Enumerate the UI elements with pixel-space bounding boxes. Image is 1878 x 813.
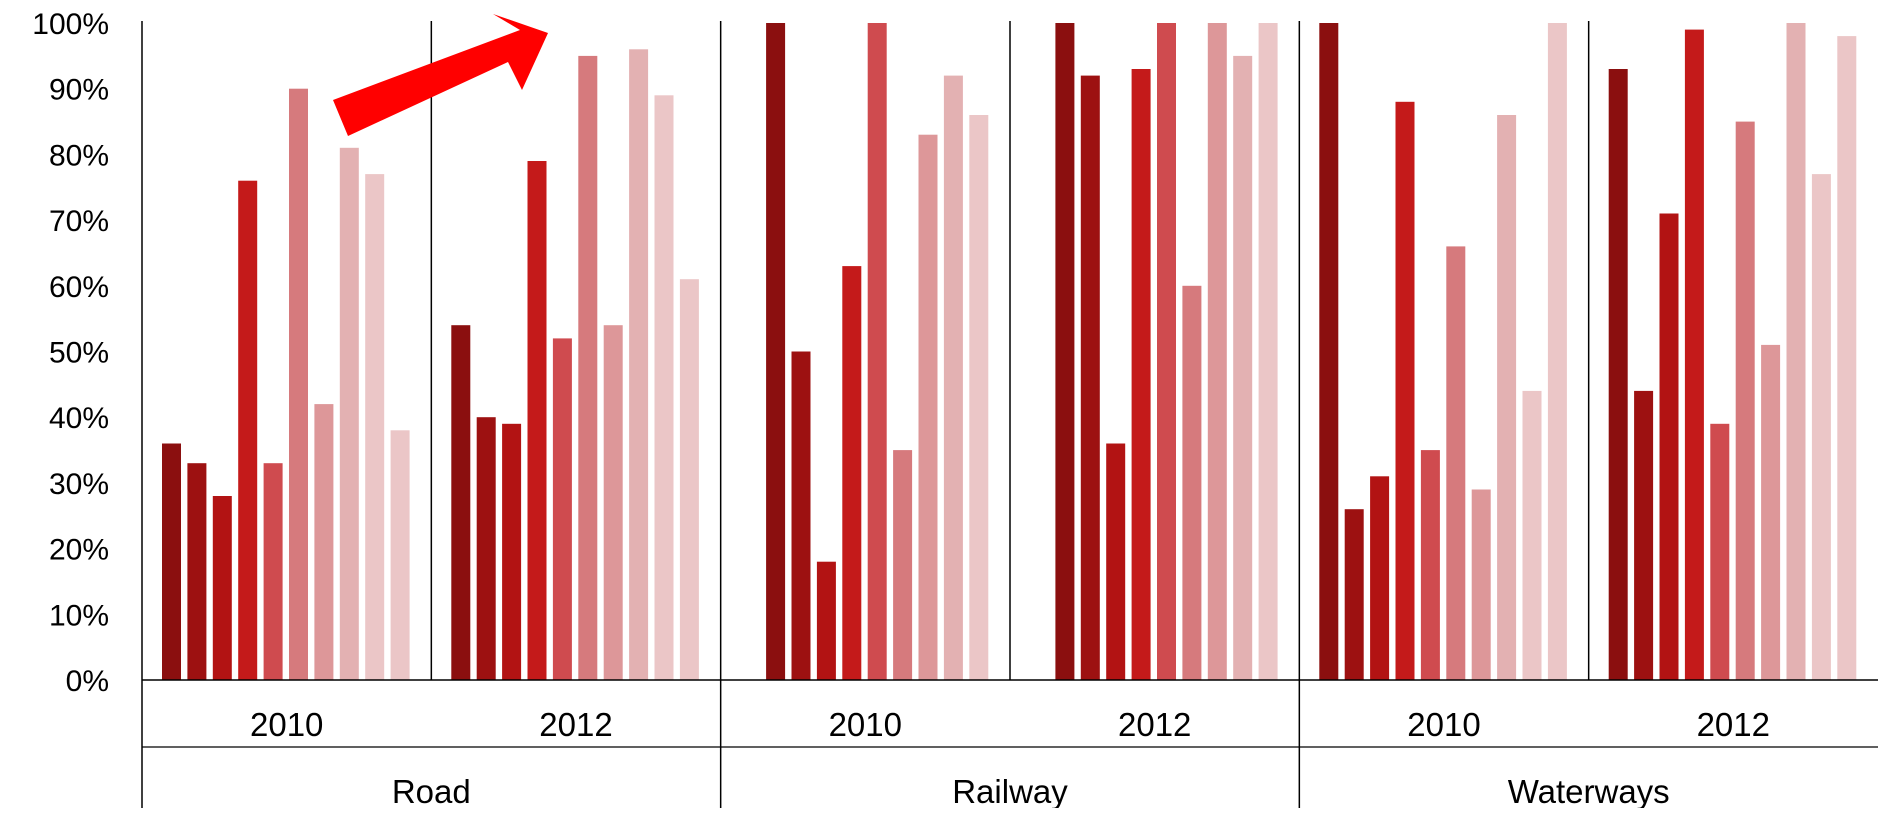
bar-road-2012-5 xyxy=(552,338,572,680)
group-label: Waterways xyxy=(1508,773,1670,808)
bar-railway-2012-5 xyxy=(1157,23,1176,680)
bar-waterways-2010-1 xyxy=(1319,23,1339,680)
bar-waterways-2010-9 xyxy=(1522,390,1542,680)
y-tick-label: 10% xyxy=(49,599,109,632)
bar-road-2010-10 xyxy=(390,430,410,680)
bar-waterways-2012-3 xyxy=(1659,213,1679,680)
bar-railway-2010-3 xyxy=(816,561,836,680)
x-tick-label: 2010 xyxy=(250,706,323,743)
bar-road-2012-10 xyxy=(679,279,699,680)
y-tick-label: 70% xyxy=(49,205,109,238)
bar-railway-2012-7 xyxy=(1207,23,1227,680)
bar-road-2010-2 xyxy=(187,463,207,680)
bar-railway-2012-4 xyxy=(1131,69,1151,680)
bar-waterways-2010-10 xyxy=(1547,23,1567,680)
bar-waterways-2012-10 xyxy=(1837,36,1857,681)
bar-railway-2010-8 xyxy=(943,75,963,681)
bar-road-2010-9 xyxy=(365,174,385,680)
bar-waterways-2012-6 xyxy=(1735,121,1755,681)
group-label: Road xyxy=(392,773,471,808)
bar-road-2010-5 xyxy=(263,463,283,680)
y-tick-label: 100% xyxy=(32,8,109,41)
bar-road-2012-7 xyxy=(603,325,623,680)
bar-waterways-2012-5 xyxy=(1710,423,1730,680)
bar-road-2012-2 xyxy=(476,417,496,680)
bar-waterways-2012-9 xyxy=(1811,174,1831,680)
bar-waterways-2012-2 xyxy=(1634,390,1654,680)
x-tick-label: 2012 xyxy=(1697,706,1770,743)
bar-waterways-2012-4 xyxy=(1684,29,1704,681)
bar-railway-2010-2 xyxy=(791,351,811,680)
bar-waterways-2010-4 xyxy=(1395,101,1415,681)
y-tick-label: 30% xyxy=(49,468,109,501)
bar-road-2012-9 xyxy=(654,95,674,681)
bar-waterways-2010-7 xyxy=(1471,489,1491,680)
bar-railway-2012-9 xyxy=(1258,23,1278,680)
bar-waterways-2010-8 xyxy=(1497,115,1517,680)
bar-road-2012-6 xyxy=(578,55,598,680)
bar-road-2010-8 xyxy=(339,147,359,681)
group-label: Railway xyxy=(952,773,1068,808)
bar-road-2010-1 xyxy=(162,443,181,680)
y-tick-label: 50% xyxy=(49,337,109,370)
bar-railway-2010-1 xyxy=(766,23,786,680)
bar-railway-2012-6 xyxy=(1182,285,1202,680)
bar-railway-2010-5 xyxy=(867,23,887,680)
bar-railway-2010-9 xyxy=(969,115,989,680)
x-tick-label: 2012 xyxy=(1118,706,1191,743)
y-tick-label: 40% xyxy=(49,402,109,435)
bar-waterways-2010-5 xyxy=(1420,450,1440,680)
bar-railway-2012-3 xyxy=(1106,443,1126,680)
y-tick-label: 90% xyxy=(49,74,109,107)
x-tick-label: 2012 xyxy=(539,706,612,743)
bar-railway-2012-8 xyxy=(1233,55,1253,680)
y-tick-label: 20% xyxy=(49,534,109,567)
bar-road-2012-1 xyxy=(451,325,471,680)
bar-waterways-2010-3 xyxy=(1370,476,1390,680)
bar-road-2012-4 xyxy=(527,161,547,680)
bar-road-2010-4 xyxy=(238,180,258,680)
y-tick-label: 60% xyxy=(49,271,109,304)
bar-waterways-2010-2 xyxy=(1344,509,1364,680)
bar-road-2012-8 xyxy=(629,49,649,681)
trend-arrow xyxy=(333,14,548,136)
bar-road-2010-3 xyxy=(212,496,232,680)
x-tick-label: 2010 xyxy=(829,706,902,743)
x-tick-label: 2010 xyxy=(1407,706,1480,743)
bar-road-2012-3 xyxy=(502,423,522,680)
bar-railway-2010-7 xyxy=(918,134,938,680)
bar-road-2010-6 xyxy=(289,88,308,680)
y-tick-label: 80% xyxy=(49,139,109,172)
bar-railway-2010-4 xyxy=(842,266,862,680)
bar-waterways-2012-1 xyxy=(1608,69,1628,680)
bar-railway-2012-2 xyxy=(1080,75,1100,681)
bar-road-2010-7 xyxy=(314,404,334,680)
bar-railway-2012-1 xyxy=(1055,23,1075,680)
y-tick-label: 0% xyxy=(66,665,109,698)
bar-waterways-2012-7 xyxy=(1761,344,1781,680)
bar-waterways-2012-8 xyxy=(1786,23,1806,680)
bar-waterways-2010-6 xyxy=(1446,246,1466,680)
bar-railway-2010-6 xyxy=(893,450,913,680)
